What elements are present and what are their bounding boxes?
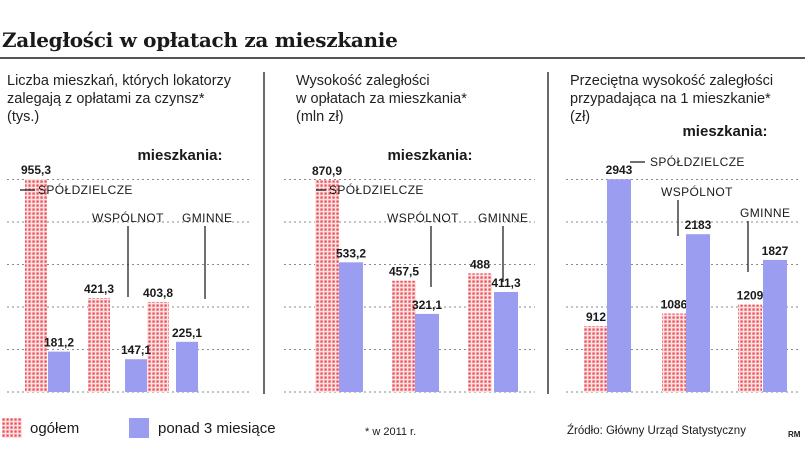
panel-1-subtitle: Liczba mieszkań, których lokatorzy zaleg…	[7, 72, 231, 126]
value-label-2-ogolem-2: 457,5	[389, 265, 419, 279]
value-label-1-ponad-1: 181,2	[44, 336, 74, 350]
panel-1-subtitle-line-1: Liczba mieszkań, których lokatorzy	[7, 73, 232, 89]
panel-3-subtitle-line-2: przypadająca na 1 mieszkanie*	[570, 91, 771, 107]
bar-2-ogolem-2	[392, 280, 416, 392]
bar-3-ponad-2	[686, 234, 710, 392]
legend-ogolem-swatch	[2, 418, 22, 438]
chart-title: Zaległości w opłatach za mieszkanie	[2, 28, 398, 52]
category-label-3-1: SPÓŁDZIELCZE	[650, 154, 745, 169]
bar-2-ogolem-3	[468, 273, 492, 392]
bar-3-ponad-3	[763, 259, 787, 392]
value-label-3-ogolem-3: 1209	[737, 289, 764, 303]
title-rule	[0, 57, 805, 59]
category-label-1-2: WSPÓLNOT	[92, 210, 164, 225]
category-label-2-1: SPÓŁDZIELCZE	[329, 182, 424, 197]
value-label-1-ponad-3: 225,1	[172, 326, 202, 340]
category-label-3-2: WSPÓLNOT	[661, 184, 733, 199]
bar-1-ponad-3	[176, 341, 198, 392]
group-label-2: mieszkania:	[387, 147, 472, 164]
bar-1-ogolem-1	[25, 179, 47, 392]
legend-ogolem-label: ogółem	[30, 420, 80, 437]
legend-ponad-label: ponad 3 miesiące	[158, 420, 276, 437]
credit: RM	[788, 430, 801, 439]
panel-separator-1	[263, 72, 265, 394]
bar-1-ogolem-2	[88, 298, 110, 392]
value-label-2-ogolem-3: 488	[470, 257, 490, 271]
category-label-2-3: GMINNE	[478, 211, 528, 225]
bar-2-ponad-2	[415, 313, 439, 392]
footnote: * w 2011 r.	[365, 426, 417, 438]
panel-2-subtitle-line-3: (mln zł)	[296, 109, 344, 125]
bar-3-ogolem-1	[584, 326, 608, 392]
group-label-3: mieszkania:	[682, 123, 767, 140]
value-label-3-ponad-1: 2943	[606, 163, 633, 177]
value-label-3-ponad-2: 2183	[685, 218, 712, 232]
group-label-1: mieszkania:	[137, 147, 222, 164]
value-label-2-ponad-2: 321,1	[412, 298, 442, 312]
source-note: Źródło: Główny Urząd Statystyczny	[567, 425, 746, 437]
bar-2-ponad-3	[494, 291, 518, 392]
bar-1-ogolem-3	[147, 301, 169, 392]
panel-3-subtitle-line-3: (zł)	[570, 109, 591, 125]
value-label-3-ponad-3: 1827	[762, 244, 789, 258]
panel-separator-2	[547, 72, 549, 394]
panel-1-subtitle-line-3: (tys.)	[7, 109, 40, 125]
value-label-1-ogolem-1: 955,3	[21, 163, 51, 177]
bar-3-ogolem-3	[738, 304, 762, 392]
bar-3-ogolem-2	[662, 313, 686, 392]
category-label-1-3: GMINNE	[182, 211, 232, 225]
legend-ponad-swatch	[129, 418, 149, 438]
value-label-2-ponad-3: 411,3	[491, 276, 521, 290]
value-label-3-ogolem-2: 1086	[661, 297, 688, 311]
bar-2-ponad-1	[339, 262, 363, 392]
panel-1-subtitle-line-2: zalegają z opłatami za czynsz*	[7, 91, 205, 107]
value-label-1-ogolem-2: 421,3	[84, 282, 114, 296]
bar-1-ponad-2	[125, 359, 147, 392]
value-label-2-ponad-1: 533,2	[336, 246, 366, 260]
panel-2-subtitle-line-2: w opłatach za mieszkania*	[296, 91, 467, 107]
category-label-2-2: WSPÓLNOT	[387, 210, 459, 225]
value-label-1-ogolem-3: 403,8	[143, 286, 173, 300]
panel-2-subtitle-line-1: Wysokość zaległości	[296, 73, 430, 89]
category-label-1-1: SPÓŁDZIELCZE	[38, 182, 133, 197]
bar-2-ogolem-1	[315, 180, 339, 392]
bar-3-ponad-1	[607, 179, 631, 392]
panel-3-subtitle: Przeciętna wysokość zaległości przypadaj…	[570, 72, 773, 126]
panel-3-subtitle-line-1: Przeciętna wysokość zaległości	[570, 73, 774, 89]
value-label-1-ponad-2: 147,1	[121, 343, 151, 357]
panel-2-subtitle: Wysokość zaległości w opłatach za mieszk…	[296, 72, 467, 126]
bar-1-ponad-1	[48, 351, 70, 392]
value-label-3-ogolem-1: 912	[586, 310, 606, 324]
category-label-3-3: GMINNE	[740, 206, 790, 220]
value-label-2-ogolem-1: 870,9	[312, 164, 342, 178]
